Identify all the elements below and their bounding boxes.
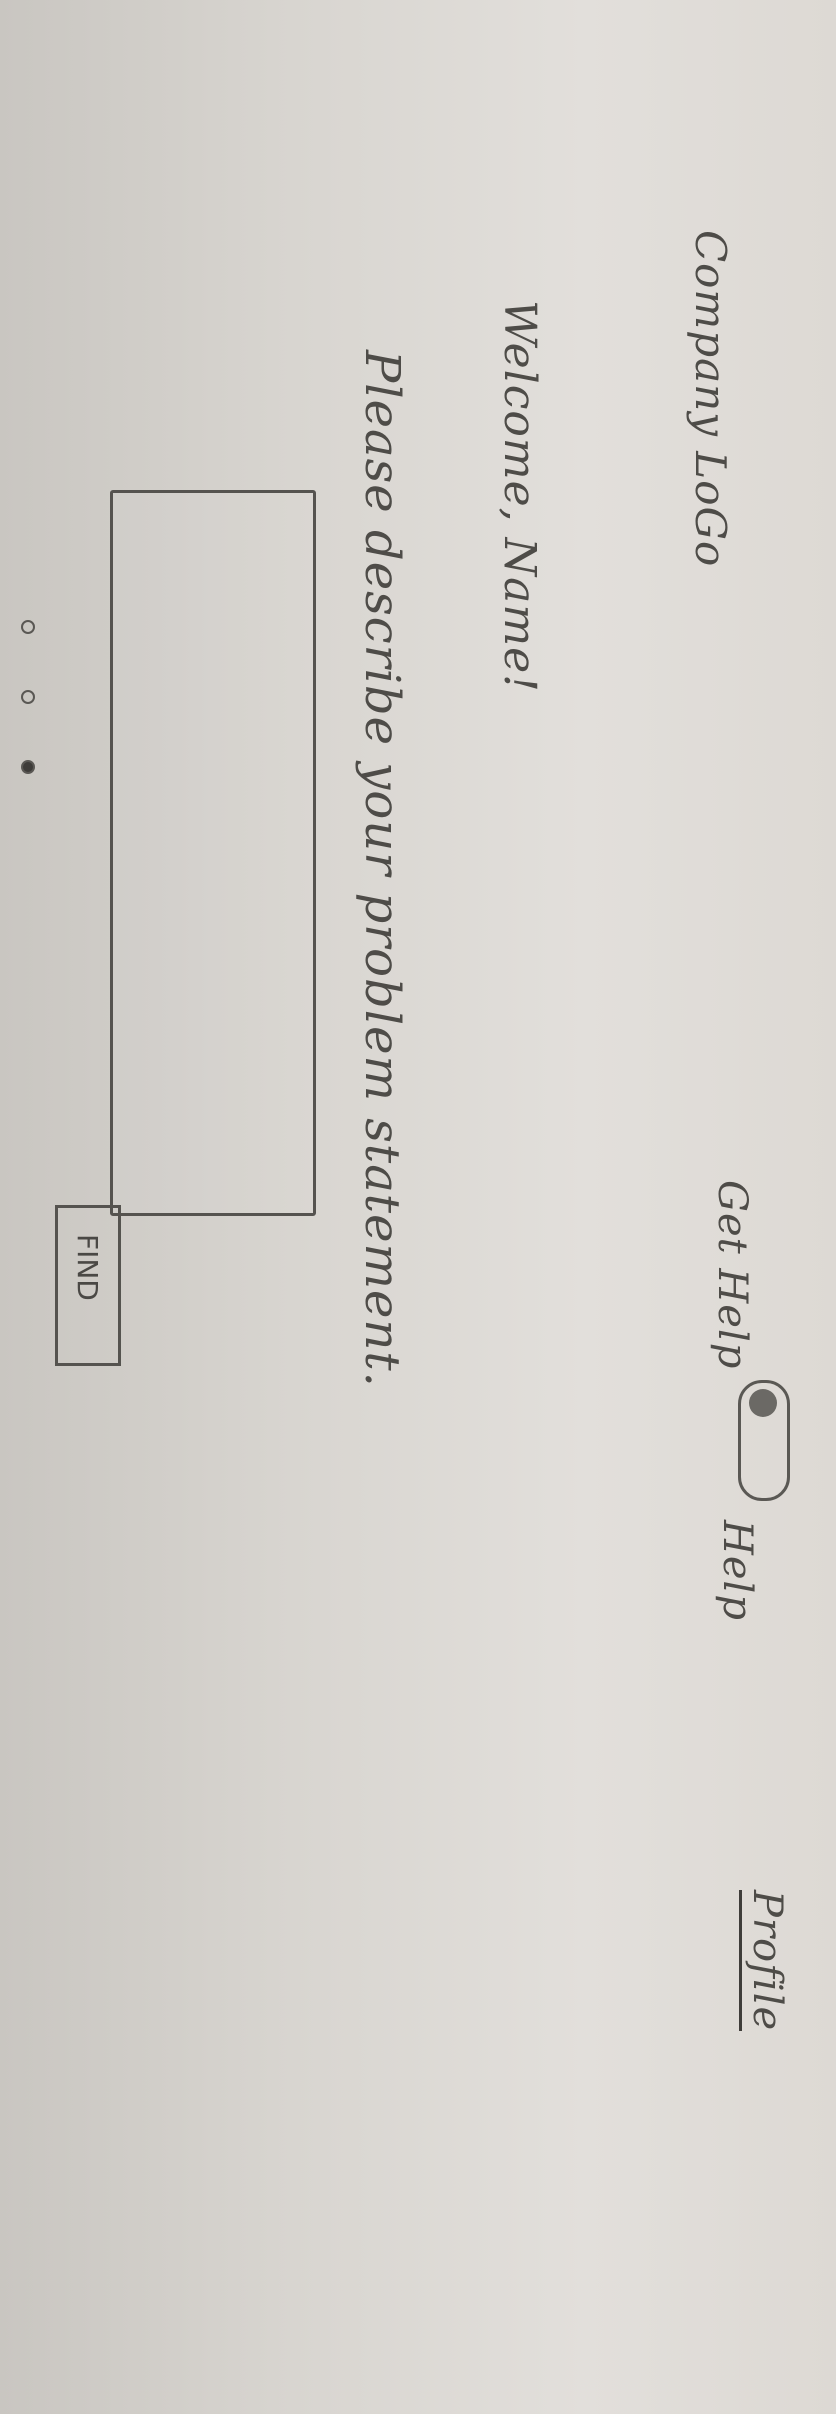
toggle-knob — [749, 1389, 777, 1417]
page-dot[interactable] — [21, 690, 35, 704]
help-toggle[interactable] — [738, 1380, 790, 1501]
page-dot[interactable] — [21, 620, 35, 634]
welcome-message: Welcome, Name! — [494, 300, 545, 693]
problem-input[interactable] — [110, 490, 316, 1216]
pagination-dots — [15, 620, 45, 820]
company-logo: Company LoGo — [686, 230, 735, 568]
help-label: Help — [714, 1520, 760, 1621]
page-dot-active[interactable] — [21, 760, 35, 774]
find-button-label: FIND — [71, 1234, 104, 1301]
find-button[interactable]: FIND — [55, 1205, 121, 1366]
get-help-label: Get Help — [709, 1180, 755, 1370]
profile-link[interactable]: Profile — [739, 1890, 790, 2032]
problem-prompt: Please describe your problem statement. — [354, 350, 410, 1388]
